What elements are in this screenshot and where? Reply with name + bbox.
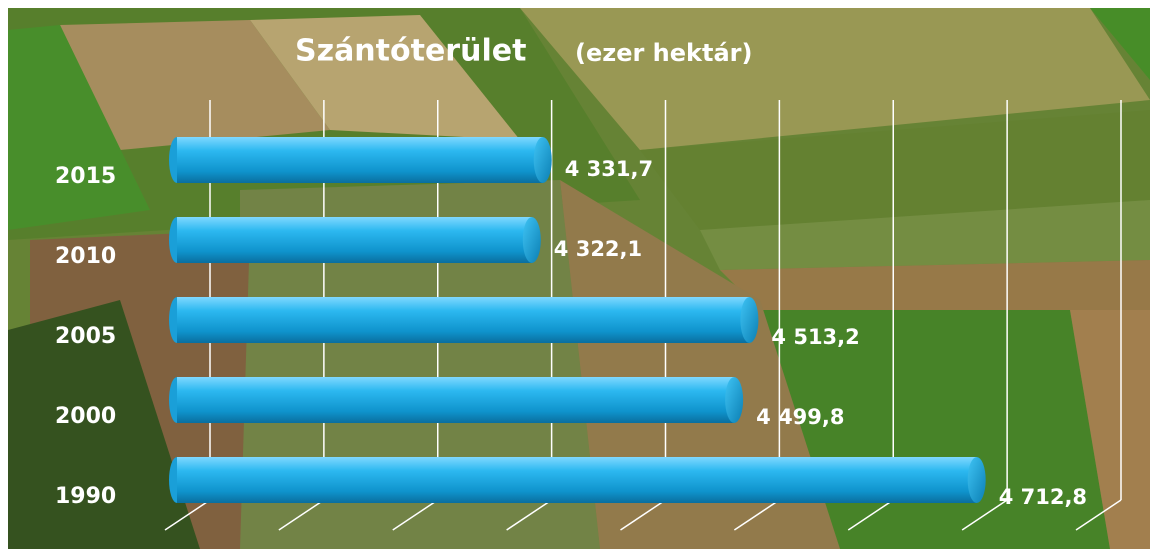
bar: [177, 217, 532, 263]
value-label: 4 499,8: [756, 405, 844, 429]
bar-end-cap: [523, 217, 541, 263]
y-tick-label: 2000: [55, 404, 116, 429]
value-label: 4 513,2: [771, 325, 859, 349]
bar-end-cap: [725, 377, 743, 423]
bar: [177, 137, 543, 183]
unit-label: (ezer hektár): [575, 39, 752, 67]
bar-end-cap: [740, 297, 758, 343]
value-label: 4 331,7: [565, 157, 653, 181]
bar: [177, 377, 734, 423]
y-tick-label: 2015: [55, 164, 116, 189]
bar-end-cap: [534, 137, 552, 183]
value-label: 4 712,8: [999, 485, 1087, 509]
page: {"chart_data": {"type": "bar", "orientat…: [0, 0, 1158, 555]
y-tick-label: 2005: [55, 324, 116, 349]
y-tick-label: 1990: [55, 484, 116, 509]
chart: Szántóterület (ezer hektár) 2015 4 331,7 2…: [0, 0, 1158, 555]
bar-end-cap: [968, 457, 986, 503]
bar: [177, 457, 977, 503]
y-tick-label: 2010: [55, 244, 116, 269]
bar: [177, 297, 749, 343]
chart-title: Szántóterület: [295, 34, 526, 69]
value-label: 4 322,1: [554, 237, 642, 261]
